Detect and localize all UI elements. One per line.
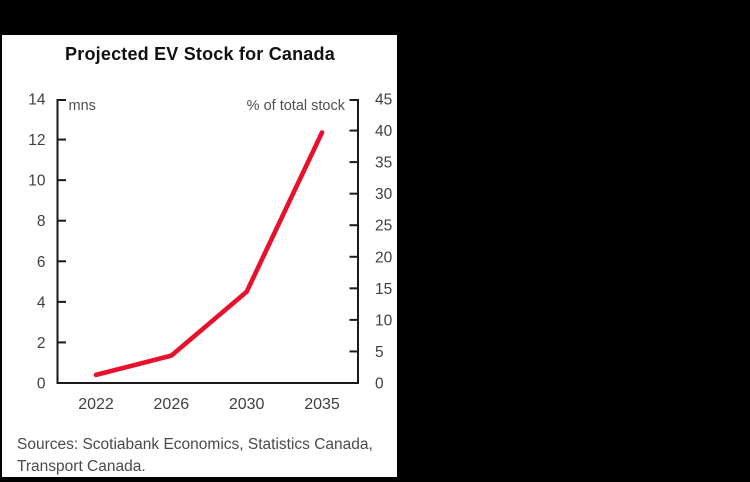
chart-title: Projected EV Stock for Canada xyxy=(65,44,335,64)
source-note-line: Sources: Scotiabank Economics, Statistic… xyxy=(17,436,373,453)
y-axis-left-label: 0 xyxy=(37,376,46,393)
y-axis-right-label: 30 xyxy=(375,186,393,203)
y-axis-right-label: 35 xyxy=(375,155,392,172)
ev-stock-line-chart: 0 2 4 6 8 10 12 14 0 5 10 15 20 25 30 35 40 45 mns % of tot… xyxy=(28,92,393,414)
x-axis-label: 2026 xyxy=(154,396,190,413)
y-axis-right-label: 20 xyxy=(375,249,393,266)
y-axis-right-label: 15 xyxy=(375,281,392,298)
y-axis-left-label: 4 xyxy=(37,294,46,311)
y-axis-left-label: 12 xyxy=(28,132,45,149)
chart-frame xyxy=(56,99,359,384)
right-axis-unit-label: % of total stock xyxy=(247,98,346,114)
y-axis-right-label: 45 xyxy=(375,92,392,109)
x-axis-label: 2022 xyxy=(78,396,114,413)
source-note-line: Transport Canada. xyxy=(17,457,146,475)
y-axis-right-label: 0 xyxy=(375,376,384,393)
ev-stock-line xyxy=(93,130,325,378)
left-axis-unit-label: mns xyxy=(69,98,96,114)
x-axis-label: 2035 xyxy=(304,396,340,413)
chart-panel: Projected EV Stock for Canada 0 2 4 6 8 10 12 1… xyxy=(2,35,397,477)
y-axis-left-label: 6 xyxy=(37,254,46,271)
y-axis-right-label: 5 xyxy=(375,344,384,361)
y-axis-left-label: 2 xyxy=(37,335,46,352)
y-axis-left-label: 14 xyxy=(28,92,46,109)
y-axis-right-label: 10 xyxy=(375,312,393,329)
x-axis-label: 2030 xyxy=(229,396,265,413)
y-axis-left-label: 8 xyxy=(37,213,46,230)
source-note: Sources: Scotiabank Economics, Statistic… xyxy=(17,434,393,477)
y-axis-right-label: 40 xyxy=(375,123,393,140)
y-axis-right-label: 25 xyxy=(375,218,392,235)
y-axis-left-label: 10 xyxy=(28,173,46,190)
